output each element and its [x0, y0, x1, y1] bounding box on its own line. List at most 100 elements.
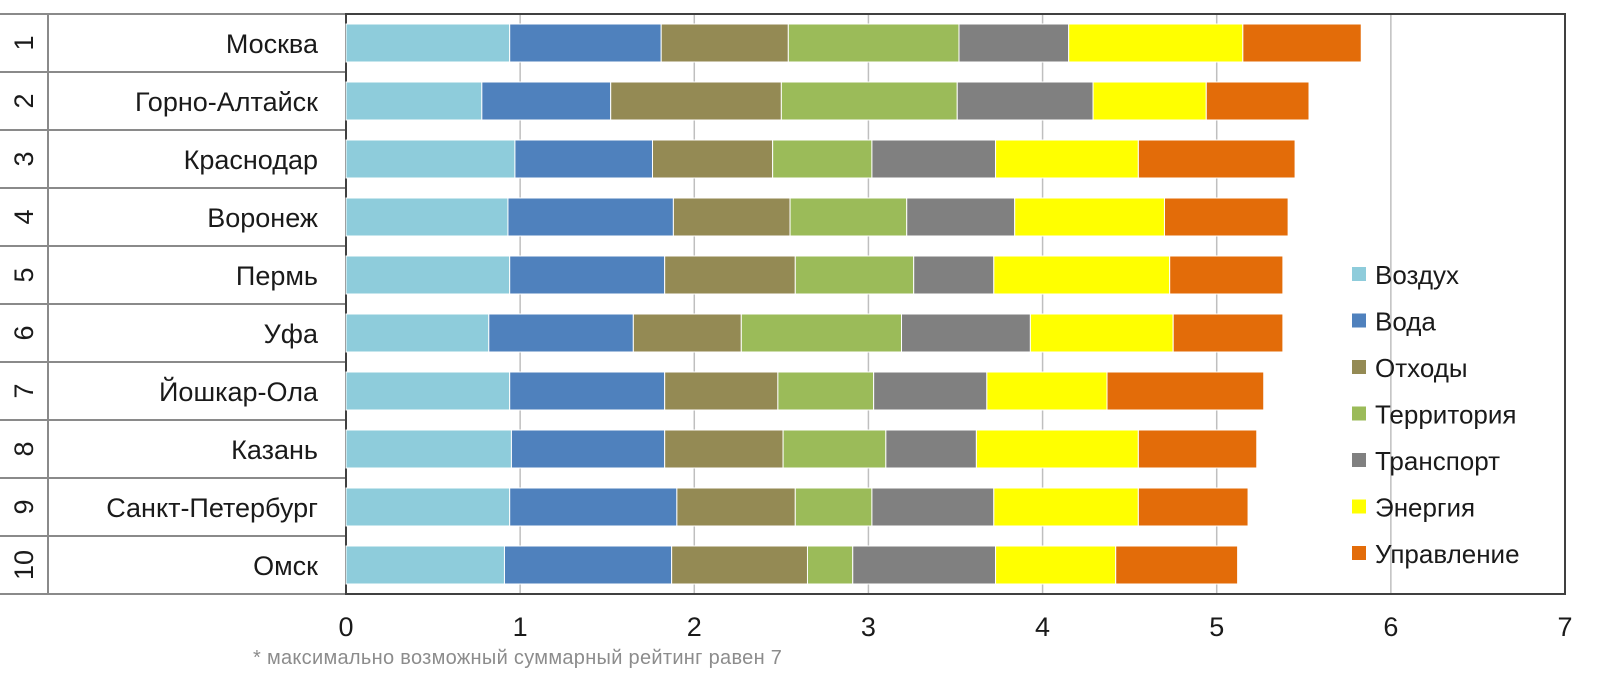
bar-segment — [906, 197, 1016, 237]
category-label: Санкт-Петербург — [106, 493, 318, 523]
bar-segment — [986, 371, 1108, 411]
bar-segment — [509, 371, 666, 411]
bar-segment — [958, 23, 1070, 63]
x-tick-label: 5 — [1209, 612, 1224, 642]
category-label: Воронеж — [207, 203, 318, 233]
legend-label: Управление — [1375, 539, 1520, 569]
bar-segment — [1014, 197, 1165, 237]
bar-segment — [794, 255, 915, 295]
category-label: Уфа — [264, 319, 319, 349]
bar-segment — [913, 255, 995, 295]
bar-segment — [1092, 81, 1207, 121]
bar-segment — [1172, 313, 1284, 353]
bar-segment — [345, 139, 516, 179]
bar-segment — [1115, 545, 1239, 585]
bar-segment — [995, 545, 1117, 585]
legend-label: Отходы — [1375, 353, 1468, 383]
bar-segment — [345, 23, 511, 63]
legend-swatch — [1352, 546, 1366, 560]
category-label: Омск — [253, 551, 318, 581]
rank-label: 1 — [9, 35, 39, 50]
legend-label: Вода — [1375, 307, 1436, 337]
bar-segment — [772, 139, 873, 179]
bar-segment — [345, 255, 511, 295]
bar-segment — [676, 487, 796, 527]
bar-segment — [873, 371, 988, 411]
bar-segment — [664, 429, 784, 469]
bar-segment — [507, 197, 674, 237]
rank-label: 6 — [9, 325, 39, 340]
bar-segment — [345, 371, 511, 411]
legend-label: Транспорт — [1375, 446, 1500, 476]
bar-segment — [1163, 197, 1289, 237]
bar-segment — [1137, 429, 1258, 469]
bar-segment — [852, 545, 997, 585]
rank-label: 2 — [9, 93, 39, 108]
bar-segment — [1169, 255, 1284, 295]
bar-segment — [806, 545, 854, 585]
bar-segment — [1106, 371, 1265, 411]
category-label: Казань — [231, 435, 318, 465]
x-tick-label: 4 — [1035, 612, 1050, 642]
bar-segment — [345, 487, 511, 527]
bar-segment — [345, 429, 512, 469]
bar-segment — [777, 371, 875, 411]
bar-segment — [975, 429, 1139, 469]
footnote: * максимально возможный суммарный рейтин… — [253, 647, 783, 669]
x-tick-label: 2 — [687, 612, 702, 642]
bar-segment — [509, 23, 662, 63]
bar-segment — [509, 255, 666, 295]
rank-label: 10 — [9, 550, 39, 580]
bar-segment — [1068, 23, 1244, 63]
bar-segment — [1205, 81, 1310, 121]
bar-segment — [660, 23, 789, 63]
plot-area-border — [345, 13, 1566, 595]
bar-segment — [651, 139, 774, 179]
bar-segment — [782, 429, 887, 469]
bar-segment — [664, 371, 779, 411]
legend-swatch — [1352, 360, 1366, 374]
bar-segment — [780, 81, 958, 121]
x-tick-label: 1 — [513, 612, 528, 642]
x-tick-label: 6 — [1383, 612, 1398, 642]
bar-segment — [509, 487, 678, 527]
x-tick-label: 3 — [861, 612, 876, 642]
bar-segment — [789, 197, 908, 237]
x-tick-label: 7 — [1557, 612, 1572, 642]
bar-segment — [871, 487, 995, 527]
bar-segment — [787, 23, 960, 63]
category-label: Йошкар-Ола — [159, 376, 319, 407]
bar-segment — [794, 487, 873, 527]
bar-segment — [672, 197, 791, 237]
bar-segment — [481, 81, 612, 121]
legend-label: Энергия — [1375, 493, 1475, 523]
bar-segment — [345, 545, 505, 585]
bar-segment — [664, 255, 796, 295]
legend-swatch — [1352, 267, 1366, 281]
x-tick-label: 0 — [338, 612, 353, 642]
bar-segment — [995, 139, 1139, 179]
bar-segment — [871, 139, 997, 179]
bar-segment — [632, 313, 742, 353]
bar-segment — [1137, 139, 1296, 179]
legend-label: Воздух — [1375, 260, 1459, 290]
bar-segment — [993, 255, 1171, 295]
bar-segment — [1242, 23, 1362, 63]
rank-label: 7 — [9, 383, 39, 398]
bar-segment — [1137, 487, 1249, 527]
rank-label: 8 — [9, 441, 39, 456]
category-label: Москва — [226, 29, 319, 59]
bar-segment — [503, 545, 673, 585]
bar-segment — [610, 81, 782, 121]
bar-segment — [488, 313, 634, 353]
legend-swatch — [1352, 499, 1366, 514]
category-label: Пермь — [236, 261, 318, 291]
legend-swatch — [1352, 453, 1366, 467]
legend-swatch — [1352, 406, 1366, 421]
bar-segment — [901, 313, 1031, 353]
rank-label: 5 — [9, 267, 39, 282]
bar-segment — [993, 487, 1139, 527]
bar-segment — [345, 81, 483, 121]
bar-segment — [956, 81, 1094, 121]
